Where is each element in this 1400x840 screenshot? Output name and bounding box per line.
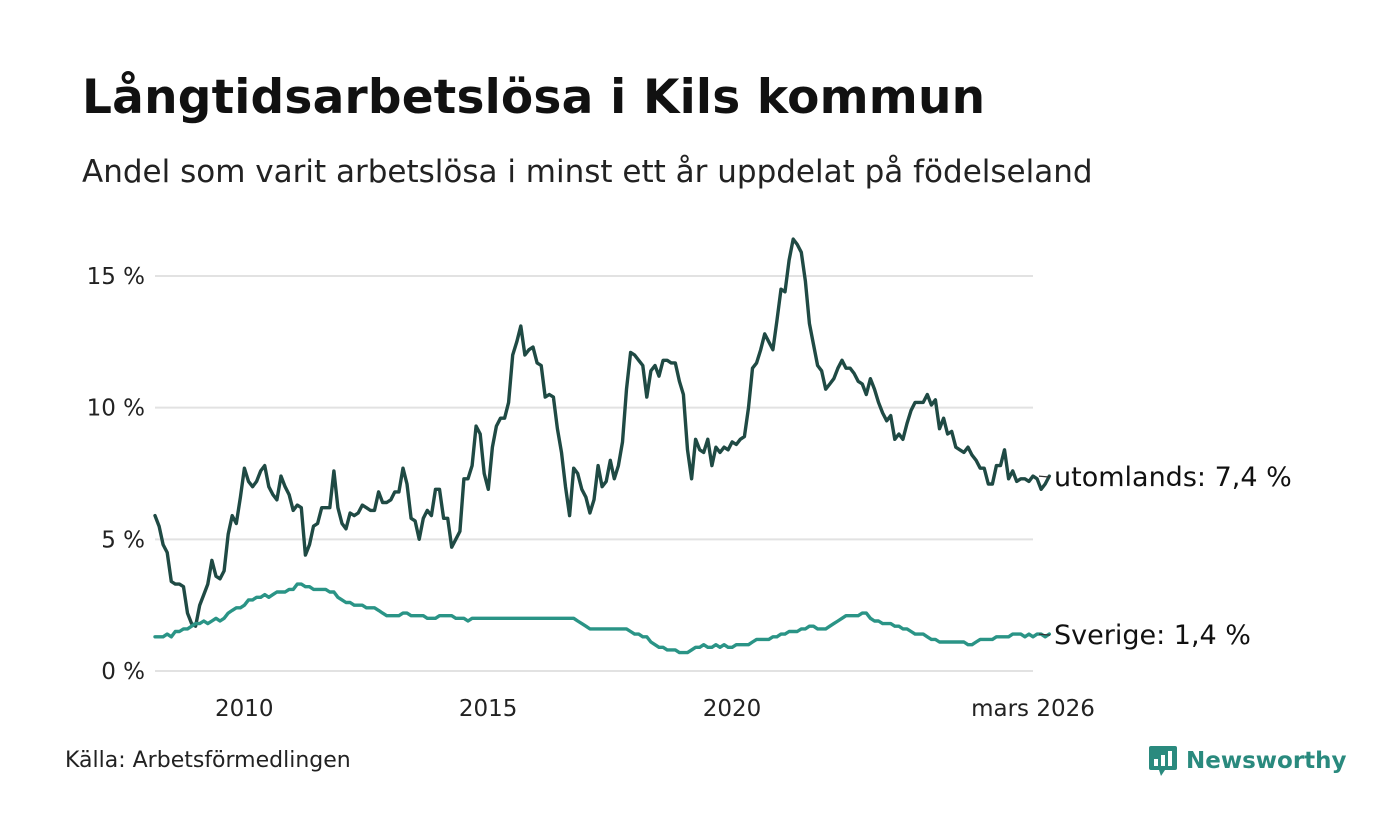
x-tick-label: 2010 <box>215 696 274 722</box>
newsworthy-logo-icon <box>1149 746 1177 776</box>
brand: Newsworthy <box>1148 744 1347 778</box>
x-tick-label: 2015 <box>459 696 518 722</box>
series-end-label-utomlands: utomlands: 7,4 % <box>1054 462 1292 493</box>
chart-title: Långtidsarbetslösa i Kils kommun <box>82 70 986 125</box>
x-tick-label: 2020 <box>703 696 762 722</box>
x-tick-label: mars 2026 <box>971 696 1095 722</box>
series-end-label-sverige: Sverige: 1,4 % <box>1054 620 1251 651</box>
end-label-connector <box>1038 633 1051 636</box>
series-line-sverige <box>153 582 1052 655</box>
series-line-utomlands <box>153 237 1052 628</box>
chart-subtitle: Andel som varit arbetslösa i minst ett å… <box>82 154 1093 190</box>
end-label-connector <box>1038 475 1051 478</box>
y-tick-label: 5 % <box>101 527 145 553</box>
y-tick-label: 10 % <box>87 396 145 422</box>
brand-name: Newsworthy <box>1186 748 1347 774</box>
y-tick-label: 15 % <box>87 264 145 290</box>
source-note: Källa: Arbetsförmedlingen <box>65 748 351 773</box>
y-tick-label: 0 % <box>101 659 145 685</box>
